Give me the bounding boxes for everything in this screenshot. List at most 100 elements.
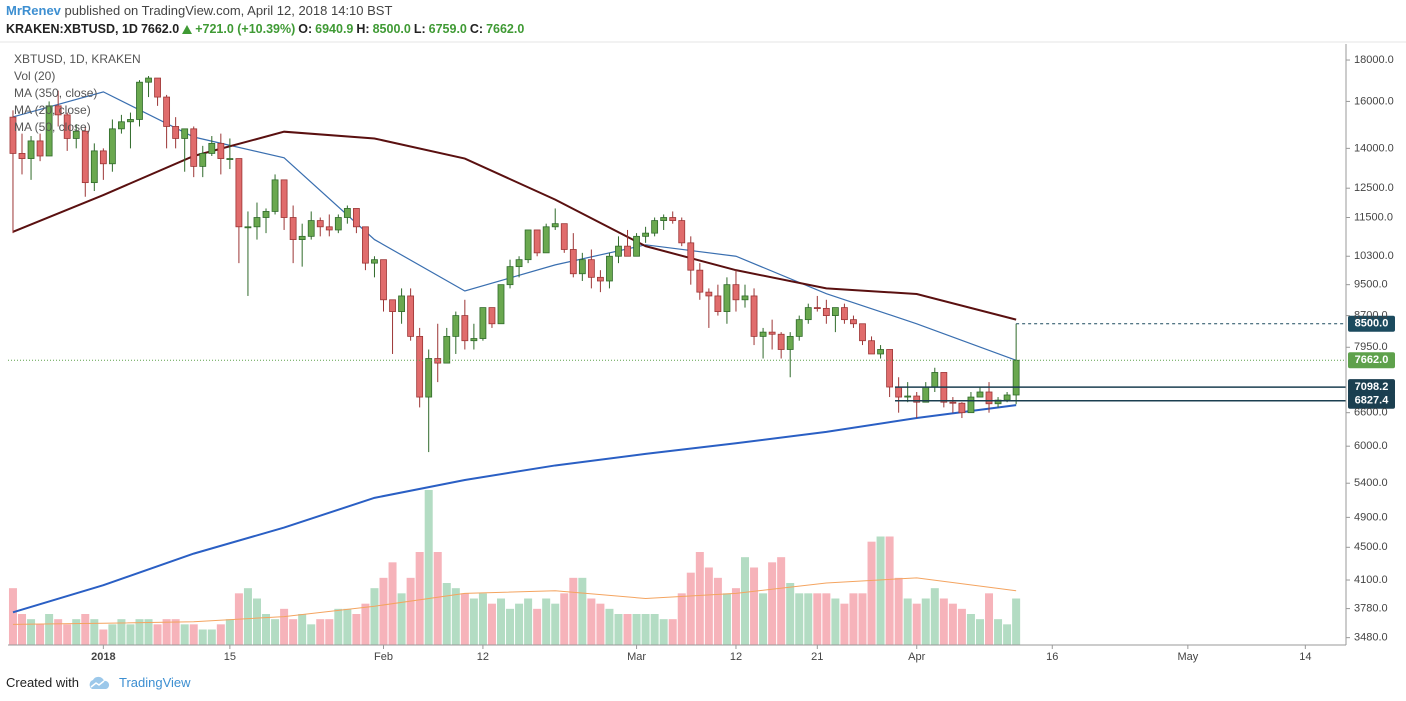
- volume-bar: [45, 614, 54, 645]
- volume-bar: [225, 619, 234, 645]
- candle-body: [678, 220, 686, 244]
- level-label: 7662.0: [1355, 354, 1389, 366]
- candle-body: [542, 226, 550, 254]
- x-tick-label: 16: [1046, 651, 1058, 663]
- candle-body: [190, 128, 198, 167]
- candle-body: [958, 402, 966, 414]
- candle-body: [587, 259, 595, 278]
- o-label: O:: [298, 22, 313, 36]
- candle-body: [687, 242, 695, 271]
- candle-body: [425, 358, 433, 398]
- candle-body: [172, 126, 180, 139]
- candle-body: [886, 349, 894, 388]
- candle-body: [506, 266, 514, 286]
- volume-bar: [162, 619, 171, 645]
- candle-body: [280, 179, 288, 218]
- volume-bar: [623, 614, 632, 645]
- volume-bar: [397, 593, 406, 645]
- volume-bar: [180, 624, 189, 645]
- candle-body: [786, 335, 794, 350]
- volume-bar: [451, 588, 460, 645]
- candle-body: [868, 340, 875, 355]
- volume-bar: [560, 593, 569, 645]
- candle-body: [597, 276, 604, 282]
- candle-body: [72, 130, 80, 139]
- change: +721.0 (+10.39%): [195, 22, 296, 36]
- volume-bar: [677, 593, 686, 645]
- y-tick-label: 3780.0: [1354, 602, 1388, 614]
- symbol: KRAKEN:XBTUSD, 1D: [6, 22, 138, 36]
- x-tick-label: May: [1177, 651, 1198, 663]
- h-label: H:: [356, 22, 370, 36]
- candle-body: [325, 226, 333, 231]
- volume-bar: [885, 536, 894, 645]
- volume-bar: [8, 588, 17, 645]
- volume-bar: [252, 598, 261, 645]
- publisher[interactable]: MrRenev: [6, 3, 61, 18]
- candle-body: [352, 208, 360, 228]
- candle-body: [651, 220, 659, 234]
- candle-body: [226, 158, 234, 160]
- y-tick-label: 4100.0: [1354, 574, 1388, 586]
- candle-body: [850, 319, 857, 325]
- candle-body: [560, 223, 568, 250]
- volume-bar: [316, 619, 325, 645]
- level-label-bg: [1348, 315, 1395, 332]
- volume-bar: [849, 593, 858, 645]
- volume-bar: [994, 619, 1003, 645]
- x-tick-label: 12: [477, 651, 489, 663]
- volume-bar: [126, 624, 135, 645]
- candle-body: [859, 323, 866, 342]
- candle-body: [804, 307, 812, 321]
- candle-body: [669, 217, 677, 221]
- x-tick-label: Apr: [908, 651, 925, 663]
- volume-bar: [804, 593, 813, 645]
- volume-bar: [542, 598, 551, 645]
- legend-ma: MA (20, close): [14, 103, 91, 117]
- candle-body: [624, 245, 631, 257]
- volume-bar: [280, 608, 289, 645]
- o-value: 6940.9: [315, 22, 354, 36]
- candle-body: [145, 77, 152, 83]
- volume-bar: [840, 603, 849, 645]
- candle-body: [181, 128, 189, 139]
- candle-body: [343, 208, 351, 218]
- candle-body: [741, 295, 749, 301]
- y-tick-label: 14000.0: [1354, 142, 1394, 154]
- volume-bar: [741, 557, 750, 645]
- brand[interactable]: TradingView: [118, 675, 191, 690]
- volume-bar: [153, 624, 162, 645]
- volume-pane: [8, 490, 1021, 645]
- candle-body: [154, 77, 161, 98]
- l-label: L:: [413, 22, 426, 36]
- volume-bar: [433, 552, 442, 645]
- y-tick-label: 12500.0: [1354, 182, 1394, 194]
- candle-body: [750, 295, 758, 337]
- ma-line: [12, 404, 1017, 614]
- candle-body: [416, 335, 424, 398]
- volume-bar: [117, 619, 126, 645]
- level-label: 8500.0: [1355, 318, 1389, 330]
- candle-body: [633, 235, 640, 257]
- published: published on TradingView.com, April 12, …: [64, 3, 393, 18]
- candle-body: [199, 153, 207, 167]
- level-label: 6827.4: [1355, 395, 1390, 407]
- c-label: C:: [469, 22, 484, 36]
- candle-body: [63, 114, 71, 139]
- candle-body: [389, 299, 396, 312]
- candle-body: [714, 295, 722, 312]
- volume-bar: [686, 572, 695, 645]
- volume-bar: [361, 603, 370, 645]
- candle-body: [118, 121, 125, 130]
- volume-bar: [469, 598, 478, 645]
- volume-bar: [370, 588, 379, 645]
- volume-bar: [985, 593, 994, 645]
- tv-logo: [89, 676, 110, 689]
- candle-body: [452, 315, 460, 337]
- volume-bar: [659, 619, 668, 645]
- candle-body: [768, 331, 776, 335]
- candle-body: [515, 259, 523, 268]
- volume-bar: [415, 552, 424, 645]
- publish-line: MrRenev published on TradingView.com, Ap…: [6, 3, 392, 18]
- candle-body: [271, 179, 279, 212]
